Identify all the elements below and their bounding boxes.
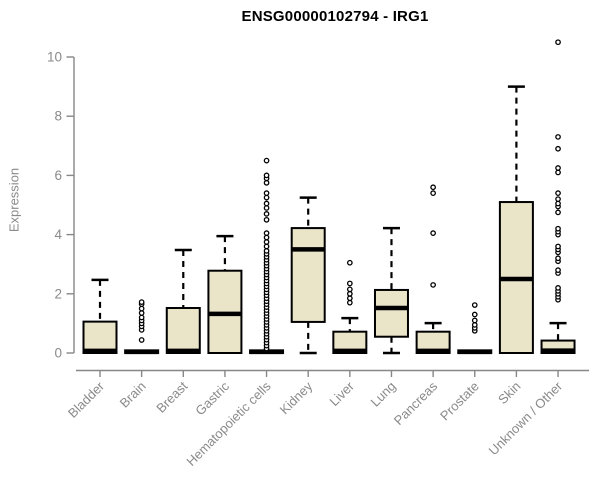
box (373, 288, 409, 338)
outlier-point (555, 165, 561, 171)
outlier-point (263, 200, 270, 207)
y-tick-label: 0 (54, 346, 62, 361)
outlier-point (138, 337, 145, 343)
outlier-point (555, 209, 561, 216)
outlier-point (430, 190, 436, 197)
outlier-point (263, 179, 270, 186)
chart-title: ENSG00000102794 - IRG1 (241, 8, 429, 25)
x-tick-label: Breast (153, 378, 190, 415)
outlier-point (138, 299, 145, 305)
outlier-point (263, 216, 270, 223)
outlier-point (263, 194, 270, 201)
y-tick-label: 4 (54, 227, 62, 242)
x-tick-label: Prostate (437, 379, 482, 424)
outlier-point (471, 322, 478, 328)
x-tick-label: Kidney (277, 378, 316, 417)
box (290, 227, 326, 323)
outlier-point (346, 295, 353, 302)
box (82, 320, 118, 354)
x-tick-label: Skin (495, 379, 523, 407)
y-tick-label: 6 (54, 168, 62, 183)
outlier-point (555, 39, 561, 46)
outlier-point (263, 234, 270, 241)
outlier-point (471, 311, 478, 318)
x-tick-label: Bladder (65, 378, 108, 421)
outlier-point (263, 190, 270, 197)
outlier-point (555, 169, 561, 176)
outlier-point (555, 134, 561, 140)
x-tick-label: Brain (117, 379, 149, 411)
outlier-point (430, 184, 436, 191)
outlier-point (430, 282, 436, 288)
y-tick-label: 2 (54, 286, 62, 301)
outlier-point (555, 285, 561, 291)
x-tick-label: Lung (368, 379, 399, 410)
outlier-point (263, 230, 270, 236)
outlier-point (555, 196, 561, 202)
outlier-point (263, 211, 270, 217)
outlier-point (555, 225, 561, 232)
x-tick-label: Unknown / Other (486, 378, 566, 458)
outlier-point (471, 302, 478, 308)
outlier-point (555, 243, 561, 250)
outlier-point (138, 314, 145, 321)
outlier-point (138, 305, 145, 312)
x-tick-label: Liver (326, 378, 357, 409)
outlier-point (263, 205, 270, 211)
outlier-point (263, 172, 270, 179)
outlier-point (263, 157, 270, 164)
x-tick-label: Gastric (192, 378, 232, 418)
outlier-point (430, 230, 436, 236)
outlier-point (555, 255, 561, 262)
y-tick-label: 8 (54, 109, 62, 124)
x-tick-label: Pancreas (391, 378, 441, 428)
outlier-point (346, 286, 353, 293)
box (165, 307, 201, 354)
y-tick-label: 10 (47, 50, 62, 65)
outlier-point (555, 145, 561, 152)
outlier-point (555, 200, 561, 207)
outlier-point (263, 239, 270, 245)
outlier-point (555, 190, 561, 197)
outlier-point (346, 290, 353, 297)
outlier-point (263, 243, 270, 250)
outlier-point (346, 259, 353, 266)
outlier-point (346, 299, 353, 306)
outlier-point (555, 267, 561, 273)
outlier-point (346, 280, 353, 287)
outlier-point (471, 317, 478, 324)
outlier-point (263, 248, 270, 254)
outlier-point (138, 310, 145, 316)
